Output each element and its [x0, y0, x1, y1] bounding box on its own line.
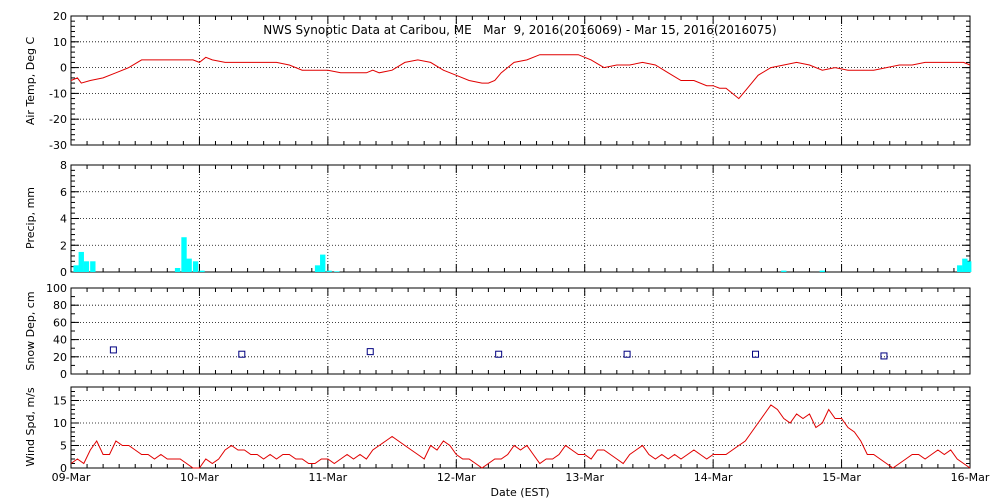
wind-speed-panel: 0 5 10 15 Wind Spd, m/s [24, 386, 971, 475]
y-tick-label: 0 [60, 266, 67, 279]
wind-speed-ylabel: Wind Spd, m/s [24, 387, 37, 467]
x-tick-labels: 09-Mar 10-Mar 11-Mar 12-Mar 13-Mar 14-Mar 15-M… [52, 471, 990, 484]
y-tick-label: 8 [60, 159, 67, 172]
precip-panel: 0 2 4 6 8 Precip, mm [24, 159, 972, 279]
precip-ylabel: Precip, mm [24, 187, 37, 249]
precip-bar [966, 261, 972, 272]
snow-depth-point [238, 350, 246, 358]
precip-bar [320, 254, 326, 272]
precip-bar [334, 271, 340, 272]
x-tick-label: 15-Mar [822, 471, 861, 484]
snow-depth-frame [70, 287, 971, 375]
precip-bar [83, 261, 90, 272]
y-tick-label: 10 [53, 36, 67, 49]
y-tick-label: 60 [53, 316, 67, 329]
precip-bar [78, 251, 84, 272]
snow-depth-point [880, 352, 888, 360]
y-tick-label: 5 [60, 440, 67, 453]
y-tick-label: 10 [53, 417, 67, 430]
y-tick-label: -20 [49, 113, 67, 126]
snow-depth-panel: 0 20 40 60 80 100 Snow Dep, cm [24, 282, 971, 381]
chart-title: NWS Synoptic Data at Caribou, ME Mar 9, … [263, 23, 776, 37]
y-tick-label: 0 [60, 62, 67, 75]
precip-bar [192, 261, 199, 272]
y-tick-label: 100 [46, 282, 67, 295]
precip-bar [199, 270, 205, 272]
precip-bar [326, 270, 332, 272]
y-tick-label: 4 [60, 213, 67, 226]
y-tick-label: 0 [60, 462, 67, 475]
snow-depth-point [623, 350, 631, 358]
snow-depth-point [366, 348, 374, 356]
precip-bar [174, 267, 181, 272]
x-tick-label: 14-Mar [694, 471, 733, 484]
y-tick-label: -10 [49, 87, 67, 100]
precip-bar [957, 265, 963, 272]
snow-depth-point [752, 350, 760, 358]
precip-bar [819, 270, 825, 272]
snow-depth-point [495, 350, 503, 358]
y-tick-label: 6 [60, 186, 67, 199]
x-tick-label: 13-Mar [565, 471, 604, 484]
y-tick-label: 2 [60, 239, 67, 252]
x-tick-label: 12-Mar [437, 471, 476, 484]
wind-speed-line [70, 404, 971, 469]
precip-bar [314, 265, 321, 272]
y-tick-label: 80 [53, 299, 67, 312]
y-tick-label: 40 [53, 334, 67, 347]
y-tick-label: 0 [60, 368, 67, 381]
precip-bar [962, 258, 968, 272]
y-tick-label: 20 [53, 351, 67, 364]
precip-bar [73, 265, 79, 272]
air-temp-panel: -30 -20 -10 0 10 20 Air Temp, Deg C NWS Synop… [24, 10, 971, 152]
y-tick-label: 15 [53, 395, 67, 408]
x-tick-label: 16-Mar [951, 471, 990, 484]
y-tick-label: -30 [49, 139, 67, 152]
air-temp-line [70, 54, 971, 100]
y-tick-label: 20 [53, 10, 67, 23]
x-tick-label: 09-Mar [52, 471, 91, 484]
snow-depth-point [109, 346, 117, 354]
air-temp-ylabel: Air Temp, Deg C [24, 37, 37, 126]
precip-frame [70, 164, 971, 273]
x-tick-label: 11-Mar [308, 471, 347, 484]
x-axis-label: Date (EST) [490, 486, 549, 499]
precip-bar [90, 261, 96, 272]
precip-bar [781, 270, 787, 272]
precip-bar [181, 237, 187, 272]
wind-speed-frame [70, 386, 971, 469]
x-tick-label: 10-Mar [180, 471, 219, 484]
snow-depth-ylabel: Snow Dep, cm [24, 291, 37, 370]
precip-bar [186, 258, 192, 272]
